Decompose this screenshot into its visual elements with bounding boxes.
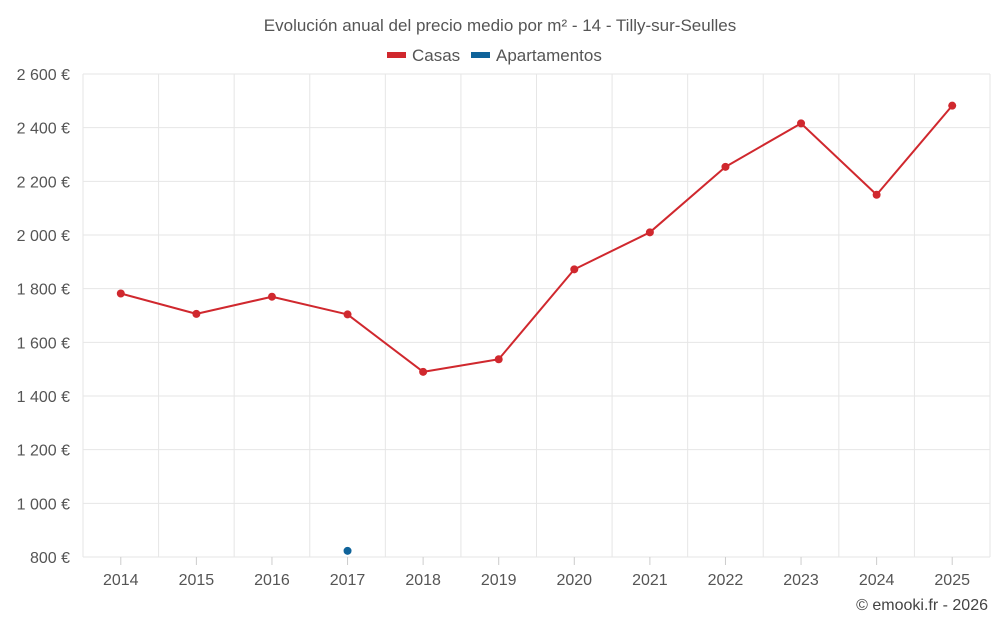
data-point-casas-2019[interactable] bbox=[494, 355, 503, 364]
x-tick-label: 2018 bbox=[405, 572, 441, 589]
credit-text: © emooki.fr - 2026 bbox=[856, 597, 988, 614]
y-tick-label: 2 400 € bbox=[17, 121, 70, 138]
data-point-casas-2014[interactable] bbox=[116, 289, 125, 298]
x-tick-label: 2017 bbox=[330, 572, 366, 589]
x-tick-label: 2025 bbox=[934, 572, 970, 589]
x-tick-label: 2015 bbox=[179, 572, 215, 589]
legend-label-apartamentos: Apartamentos bbox=[496, 46, 602, 65]
data-point-casas-2023[interactable] bbox=[797, 119, 806, 128]
series-layer bbox=[116, 101, 957, 555]
series-casas bbox=[116, 101, 957, 376]
data-point-apartamentos-2017[interactable] bbox=[343, 546, 352, 555]
data-point-casas-2015[interactable] bbox=[192, 309, 201, 318]
x-tick-label: 2016 bbox=[254, 572, 290, 589]
legend-swatch-casas bbox=[387, 52, 406, 58]
x-tick-label: 2023 bbox=[783, 572, 819, 589]
x-axis-ticks: 2014 2015 2016 2017 2018 2019 2020 2021 2022 2023… bbox=[103, 557, 970, 589]
data-point-casas-2020[interactable] bbox=[570, 265, 579, 274]
legend-item-casas[interactable]: Casas bbox=[387, 46, 460, 65]
y-tick-label: 800 € bbox=[30, 550, 70, 567]
x-tick-label: 2019 bbox=[481, 572, 517, 589]
data-point-casas-2021[interactable] bbox=[645, 228, 654, 237]
x-tick-label: 2014 bbox=[103, 572, 139, 589]
data-point-casas-2024[interactable] bbox=[872, 190, 881, 199]
data-point-casas-2018[interactable] bbox=[419, 367, 428, 376]
x-tick-label: 2020 bbox=[556, 572, 592, 589]
data-point-casas-2022[interactable] bbox=[721, 162, 730, 171]
x-gridlines bbox=[82, 74, 991, 557]
x-tick-label: 2022 bbox=[708, 572, 744, 589]
y-tick-label: 1 800 € bbox=[17, 282, 70, 299]
y-axis-ticks: 800 € 1 000 € 1 200 € 1 400 € 1 600 € 1 800 €… bbox=[17, 67, 70, 567]
x-tick-label: 2021 bbox=[632, 572, 668, 589]
y-tick-label: 1 200 € bbox=[17, 443, 70, 460]
chart-title: Evolución anual del precio medio por m² … bbox=[264, 16, 736, 35]
series-line-casas bbox=[119, 104, 954, 373]
y-tick-label: 2 000 € bbox=[17, 228, 70, 245]
legend: Casas Apartamentos bbox=[387, 46, 602, 65]
y-tick-label: 2 200 € bbox=[17, 174, 70, 191]
x-tick-label: 2024 bbox=[859, 572, 895, 589]
legend-item-apartamentos[interactable]: Apartamentos bbox=[471, 46, 602, 65]
legend-label-casas: Casas bbox=[412, 46, 460, 65]
data-point-casas-2025[interactable] bbox=[948, 101, 957, 110]
y-tick-label: 2 600 € bbox=[17, 67, 70, 84]
series-apartamentos bbox=[343, 546, 352, 555]
y-tick-label: 1 400 € bbox=[17, 389, 70, 406]
legend-swatch-apartamentos bbox=[471, 52, 490, 58]
y-tick-label: 1 000 € bbox=[17, 496, 70, 513]
y-tick-label: 1 600 € bbox=[17, 335, 70, 352]
data-point-casas-2016[interactable] bbox=[267, 292, 276, 301]
data-point-casas-2017[interactable] bbox=[343, 310, 352, 319]
